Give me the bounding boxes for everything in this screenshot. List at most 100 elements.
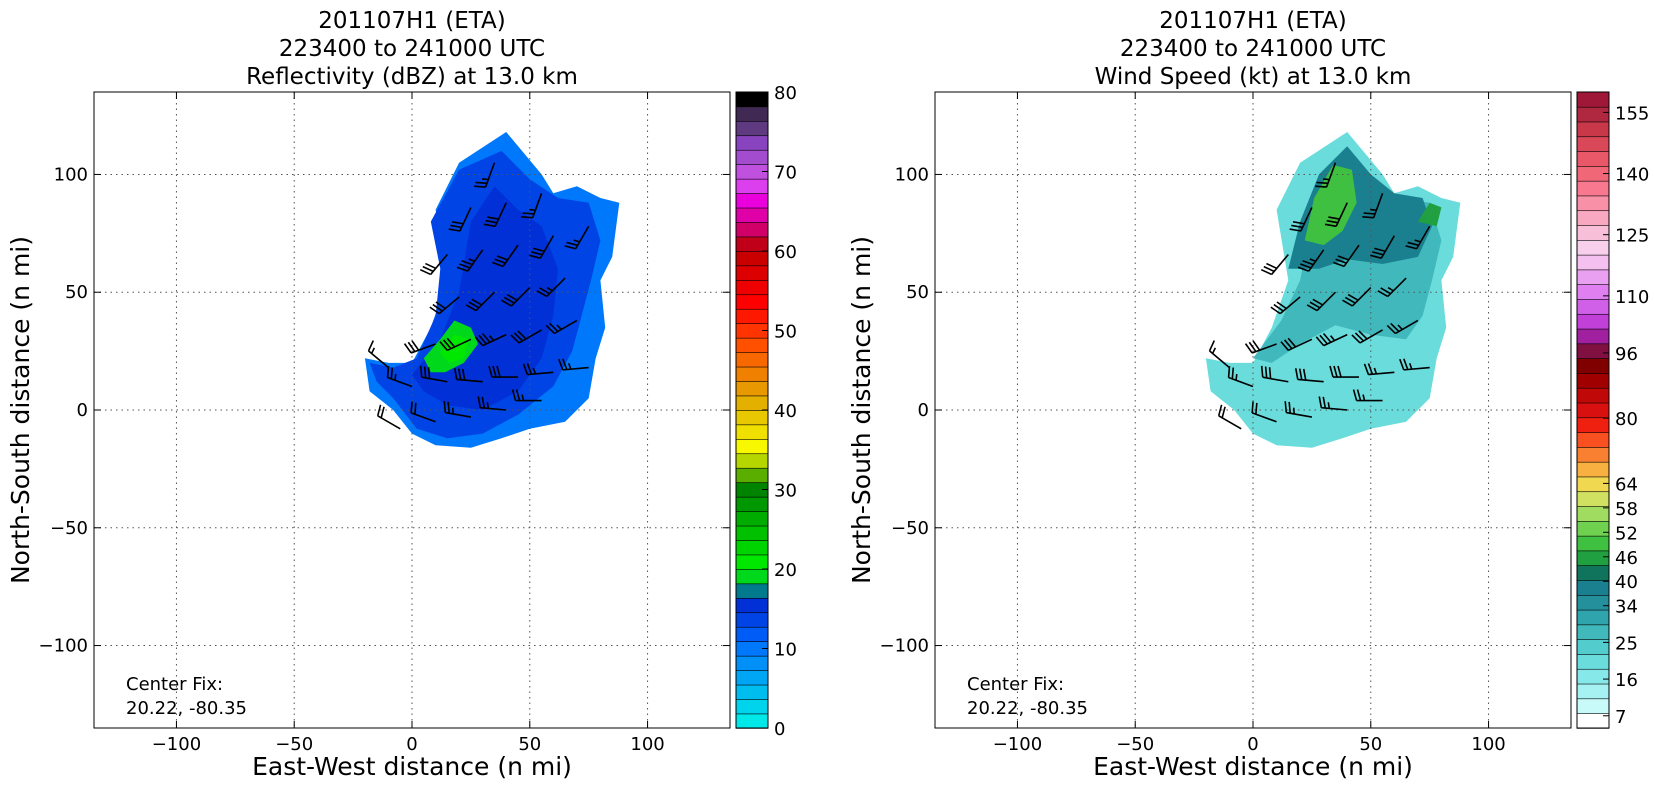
colorbar-tick-label: 25 (1615, 633, 1638, 654)
wind-speed-colorbar: 7 16 25 34 40 46 52 58 64 80 96 110 125 140 155 (1576, 91, 1649, 729)
panel-title-line-3: Reflectivity (dBZ) at 13.0 km (246, 64, 578, 90)
wind-barb (456, 249, 484, 272)
panel-title-line-2: 223400 to 241000 UTC (279, 36, 545, 62)
barb-feather (496, 365, 501, 378)
colorbar-segment (1576, 387, 1610, 404)
colorbar-segment (735, 453, 769, 469)
colorbar-segment (1576, 431, 1610, 448)
barb-feather (485, 219, 498, 224)
wind-barb (1227, 366, 1254, 388)
colorbar-segment (735, 120, 769, 137)
barb-feather (477, 396, 482, 408)
y-tick-label: 100 (54, 164, 88, 185)
barb-shaft (459, 207, 472, 232)
wind-barb (419, 254, 448, 276)
barb-half-feather (488, 335, 495, 342)
colorbar-segment (735, 496, 769, 512)
panel-title-line-3: Wind Speed (kt) at 13.0 km (1095, 64, 1412, 90)
colorbar-segment (1576, 224, 1610, 241)
barb-feather (1405, 245, 1417, 250)
wind-barb (386, 366, 413, 388)
barb-feather (1316, 181, 1328, 185)
colorbar-tick-label: 46 (1615, 548, 1638, 569)
barb-feather (513, 332, 524, 342)
wind-barb (483, 202, 507, 228)
barb-feather (1260, 268, 1272, 276)
barb-half-feather (1408, 363, 1413, 370)
wind-barb (1352, 389, 1383, 402)
wind-barb (448, 207, 472, 232)
barb-feather (1287, 337, 1297, 348)
barb-half-feather (370, 347, 376, 354)
barb-feather (494, 258, 506, 264)
barb-feather (1324, 223, 1337, 228)
center-fix-value: 20.22, -80.35 (126, 698, 247, 719)
barb-feather (386, 366, 390, 378)
colorbar-tick-label: 50 (774, 322, 797, 343)
y-tick-label: −100 (39, 636, 88, 657)
grid-lines (935, 92, 1571, 728)
wind-barb (564, 225, 590, 250)
colorbar-segment (735, 308, 769, 324)
colorbar-segment (735, 525, 769, 541)
barb-feather (1248, 341, 1257, 353)
barb-feather (1312, 298, 1324, 306)
barb-feather (1342, 299, 1353, 307)
wind-barb (1284, 401, 1313, 418)
barb-feather (539, 287, 550, 295)
wind-barb (522, 363, 554, 376)
colorbar-segment (1576, 683, 1610, 700)
y-tick-label: 50 (65, 282, 88, 303)
barb-feather (501, 299, 512, 307)
barb-feather (562, 358, 568, 370)
barb-shaft (502, 244, 519, 267)
barb-feather (1255, 402, 1258, 415)
barb-feather (1333, 365, 1338, 378)
barb-half-feather (1323, 178, 1330, 181)
barb-shaft (387, 376, 413, 388)
barb-feather (1302, 259, 1314, 266)
wind-barb (1289, 207, 1313, 232)
barb-feather (521, 215, 533, 219)
wind-barb (1315, 162, 1337, 188)
barb-feather (517, 330, 527, 340)
barb-feather (457, 368, 462, 380)
barb-feather (407, 341, 416, 353)
barb-feather (459, 263, 471, 269)
barb-shaft (438, 296, 460, 315)
colorbar-segment (735, 612, 769, 628)
colorbar-segment (735, 149, 769, 165)
barb-feather (510, 334, 520, 344)
y-tick-label: −50 (50, 518, 88, 539)
barb-shaft (1297, 378, 1324, 383)
barb-feather (1374, 247, 1386, 253)
barb-half-feather (529, 208, 536, 211)
barb-shaft (410, 412, 436, 423)
barb-feather (1231, 367, 1235, 379)
barb-feather (1302, 368, 1307, 381)
x-tick-label: 50 (518, 734, 541, 755)
panel-title-line-1: 201107H1 (ETA) (318, 8, 506, 34)
wind-barb (367, 340, 389, 369)
barb-half-feather (573, 239, 580, 243)
barb-feather (566, 241, 578, 247)
colorbar-segment (735, 91, 769, 108)
barb-half-feather (1373, 367, 1378, 375)
colorbar-segment (735, 409, 769, 426)
barb-shaft (467, 249, 484, 272)
wind-barb (376, 404, 401, 430)
barb-feather (1227, 366, 1231, 378)
barb-shaft (1343, 244, 1360, 267)
barb-shaft (421, 376, 448, 383)
wind-barb (1386, 319, 1419, 335)
colorbar-segment (1576, 210, 1610, 226)
barb-feather (506, 293, 518, 301)
barb-feather (1390, 322, 1400, 333)
colorbar-tick-label: 34 (1615, 597, 1638, 618)
barb-feather (1276, 301, 1287, 310)
x-tick-label: −50 (275, 734, 313, 755)
wind-barb (501, 286, 531, 307)
barb-feather (1377, 290, 1389, 298)
colorbar-tick-label: 96 (1615, 344, 1638, 365)
